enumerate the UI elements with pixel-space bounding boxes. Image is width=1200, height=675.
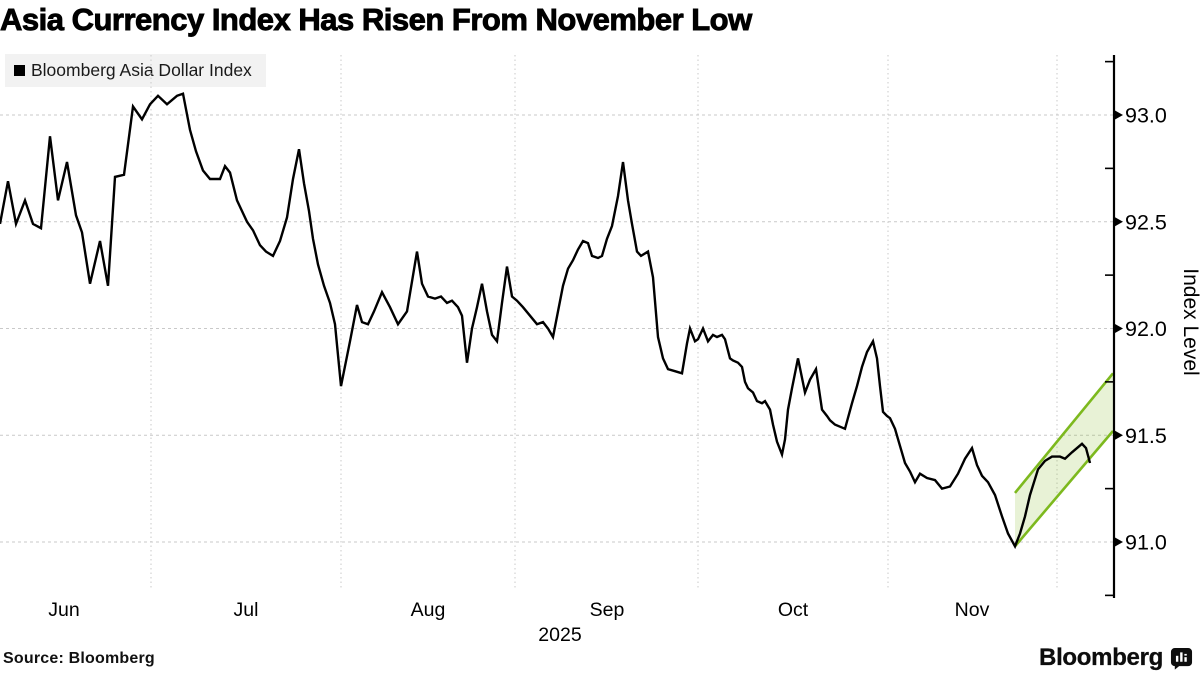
y-axis-major-tick	[1115, 537, 1123, 547]
projection-channel-bottom-line	[1014, 430, 1114, 548]
x-tick-label-month: Aug	[411, 599, 446, 621]
x-tick-label-month: Oct	[778, 599, 809, 621]
x-tick-label-month: Nov	[955, 599, 990, 621]
y-axis-title: Index Level	[1179, 268, 1200, 375]
bloomberg-logo: Bloomberg	[1039, 644, 1193, 672]
projection-channel-top-line	[1013, 372, 1115, 494]
y-axis-major-tick	[1115, 430, 1123, 440]
y-tick-label: 92.5	[1125, 210, 1167, 234]
bloomberg-logo-text: Bloomberg	[1039, 644, 1164, 671]
x-tick-label-month: Sep	[590, 599, 625, 621]
chart-title: Asia Currency Index Has Risen From Novem…	[0, 2, 753, 38]
y-tick-label: 92.0	[1125, 317, 1167, 341]
y-tick-label: 91.0	[1125, 531, 1167, 555]
y-tick-label: 93.0	[1125, 104, 1167, 128]
source-note: Source: Bloomberg	[3, 650, 155, 667]
legend-series-label: Bloomberg Asia Dollar Index	[31, 60, 252, 80]
index-line-series	[0, 92, 1092, 550]
series-swatch-icon	[14, 65, 25, 76]
x-axis-year-label: 2025	[538, 624, 582, 646]
bloomberg-bug-icon	[1170, 647, 1193, 670]
x-tick-label-month: Jun	[48, 599, 79, 621]
y-tick-label: 91.5	[1125, 424, 1167, 448]
projection-channel-fill	[1015, 373, 1113, 547]
y-axis-major-tick	[1115, 324, 1123, 333]
y-axis-major-tick	[1115, 217, 1123, 227]
legend: Bloomberg Asia Dollar Index	[5, 54, 266, 87]
x-tick-label-month: Jul	[234, 599, 259, 621]
y-axis-major-tick	[1115, 110, 1123, 120]
